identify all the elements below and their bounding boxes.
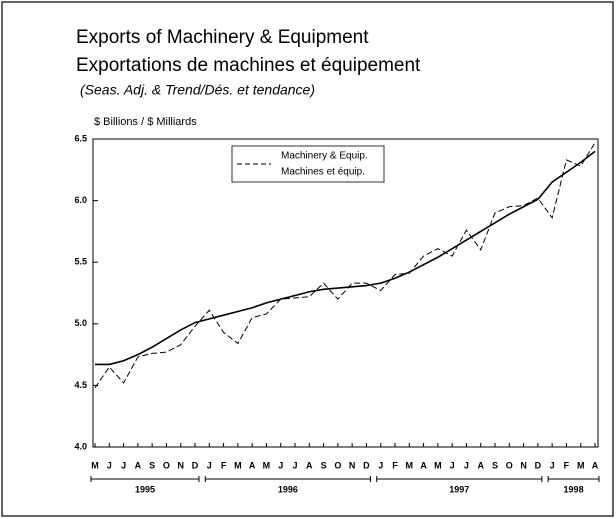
year-label: 1997 [449,484,469,494]
x-tick-label: A [477,460,484,470]
trend-line [95,150,596,366]
x-tick-label: N [177,460,184,470]
x-tick-label: J [292,460,297,470]
x-tick-label: A [306,460,313,470]
x-tick-label: J [550,460,555,470]
x-tick-label: J [464,460,469,470]
x-tick-label: O [163,460,170,470]
x-tick-label: M [577,460,585,470]
x-tick-label: J [107,460,112,470]
x-tick-label: A [135,460,142,470]
y-tick-label: 4.0 [74,441,87,451]
x-tick-label: D [535,460,542,470]
y-tick-label: 5.5 [74,257,87,267]
x-tick-label: N [349,460,356,470]
x-tick-label: A [249,460,256,470]
x-tick-label: M [91,460,99,470]
x-tick-label: M [234,460,242,470]
x-tick-label: F [392,460,398,470]
x-tick-label: S [492,460,498,470]
x-tick-label: A [420,460,427,470]
year-label: 1998 [564,484,584,494]
x-tick-label: J [121,460,126,470]
y-tick-label: 6.5 [74,133,87,143]
x-tick-label: J [278,460,283,470]
y-axis-label: $ Billions / $ Milliards [94,116,197,128]
year-label: 1995 [135,484,155,494]
y-tick-label: 6.0 [74,195,87,205]
x-tick-label: J [207,460,212,470]
x-tick-label: J [378,460,383,470]
x-tick-label: N [520,460,527,470]
x-tick-label: D [192,460,199,470]
legend-label-fr: Machines et équip. [281,167,365,178]
x-tick-label: S [149,460,155,470]
x-tick-label: J [450,460,455,470]
x-tick-label: M [434,460,442,470]
chart-subtitle: (Seas. Adj. & Trend/Dés. et tendance) [80,82,315,98]
plot-area [92,138,599,448]
x-tick-label: S [321,460,327,470]
y-tick-label: 4.5 [74,380,87,390]
seasonal-line [94,142,596,389]
x-tick-label: M [406,460,414,470]
x-tick-label: O [334,460,341,470]
year-label: 1996 [278,484,298,494]
x-tick-label: A [592,460,599,470]
y-tick-label: 5.0 [74,318,87,328]
x-tick-label: F [564,460,570,470]
x-tick-label: M [263,460,271,470]
x-tick-label: D [363,460,370,470]
chart-title-fr: Exportations de machines et équipement [76,55,421,76]
legend-label: Machinery & Equip. [281,151,368,162]
chart-title: Exports of Machinery & Equipment [76,27,369,48]
x-tick-label: O [506,460,513,470]
x-tick-label: F [221,460,227,470]
